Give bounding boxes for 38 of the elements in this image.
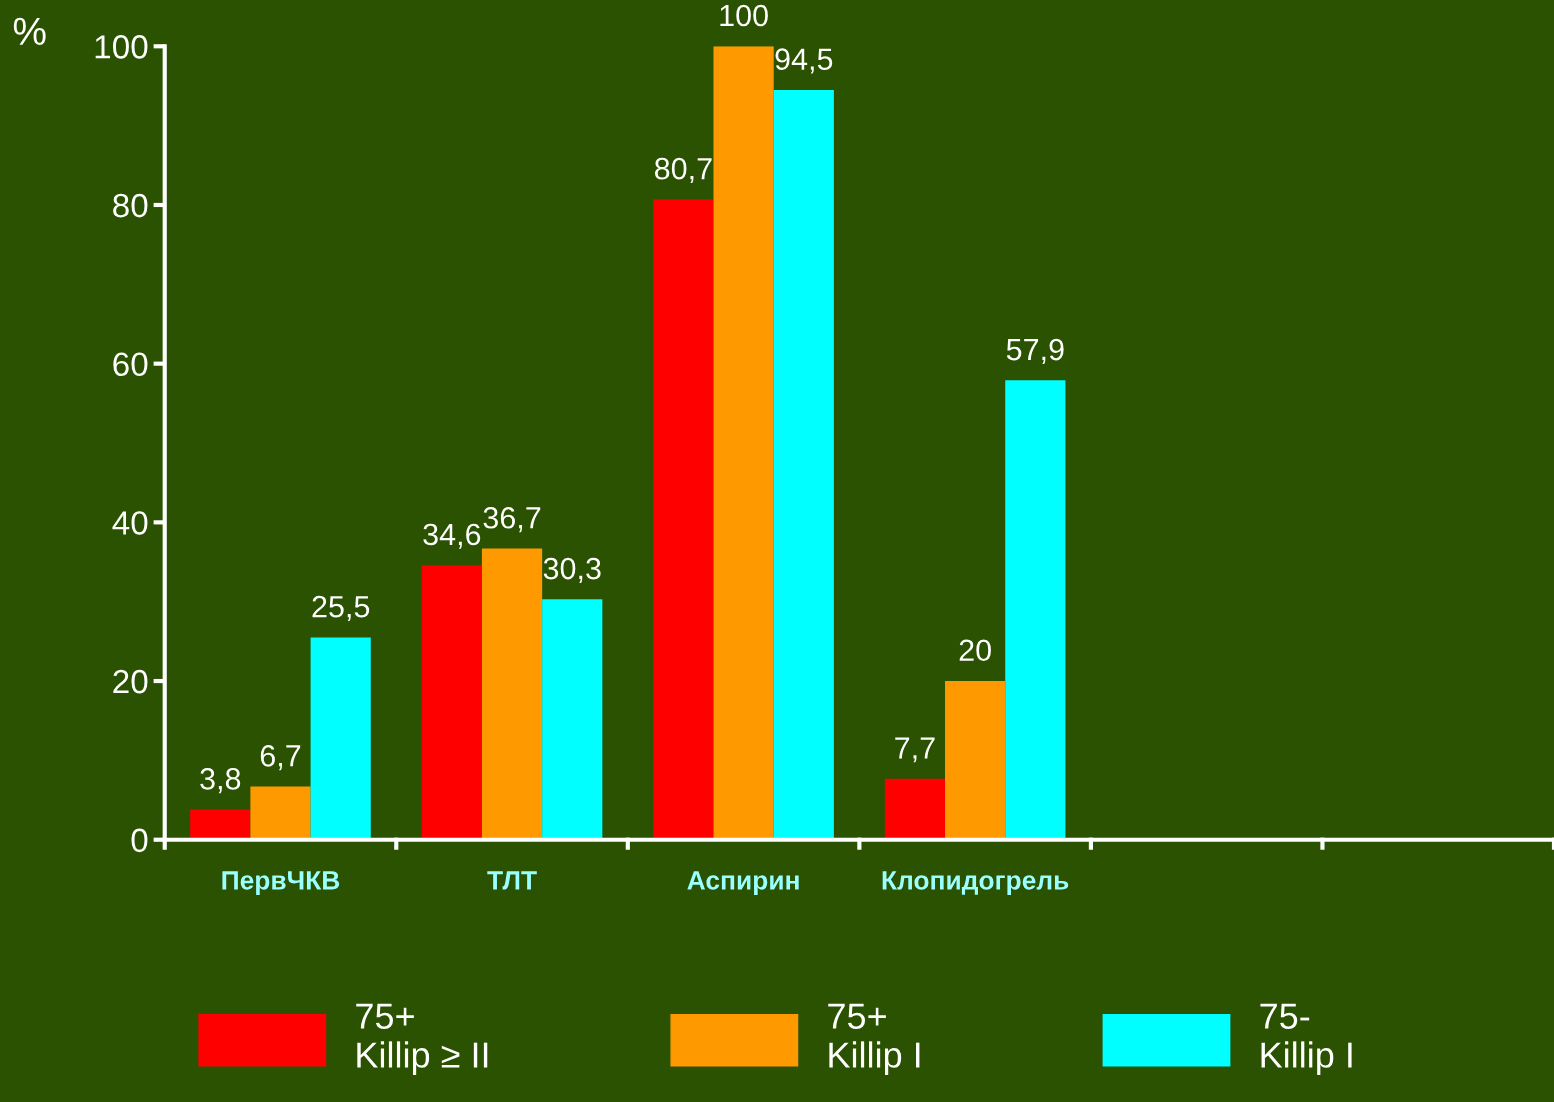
data-label: 3,8	[200, 768, 241, 794]
y-axis-title: %	[13, 17, 46, 45]
bar	[653, 199, 714, 840]
data-label: 6,7	[260, 745, 301, 771]
legend-label: 75- Killip I	[1260, 1003, 1352, 1076]
data-label: 7,7	[895, 737, 935, 763]
bar	[481, 548, 543, 840]
y-tick-label: 40	[112, 511, 148, 535]
data-label: 57,9	[1006, 338, 1064, 364]
y-tick-label: 100	[95, 35, 148, 59]
data-label: 94,5	[775, 48, 833, 74]
bar	[1005, 380, 1066, 840]
bar	[250, 786, 311, 840]
legend-label: 75+ Killip I	[828, 1003, 920, 1076]
bar	[190, 809, 251, 840]
bar	[773, 89, 834, 840]
data-label: 30,3	[543, 557, 601, 583]
data-label: 25,5	[312, 595, 370, 622]
y-tick-label: 60	[113, 352, 148, 377]
legend-label: 75+ Killip ≥ II	[356, 1003, 488, 1076]
data-label: 100	[720, 4, 768, 27]
y-tick-label: 80	[113, 193, 148, 218]
data-label: 34,6	[423, 523, 481, 549]
bar	[310, 637, 371, 840]
bar	[542, 599, 603, 840]
bar	[421, 565, 482, 840]
y-tick-label: 0	[131, 828, 148, 853]
x-tick-label: Клопидогрель	[882, 871, 1069, 895]
x-tick-label: ТЛТ	[487, 871, 537, 890]
x-tick-label: Аспирин	[687, 871, 799, 895]
bar	[945, 681, 1006, 840]
bar	[884, 778, 946, 840]
data-label: 20	[959, 639, 991, 662]
x-tick-label: ПервЧКВ	[222, 871, 340, 895]
bar	[713, 46, 774, 840]
data-label: 36,7	[483, 506, 541, 533]
data-label: 80,7	[654, 157, 712, 184]
y-tick-label: 20	[113, 669, 148, 694]
